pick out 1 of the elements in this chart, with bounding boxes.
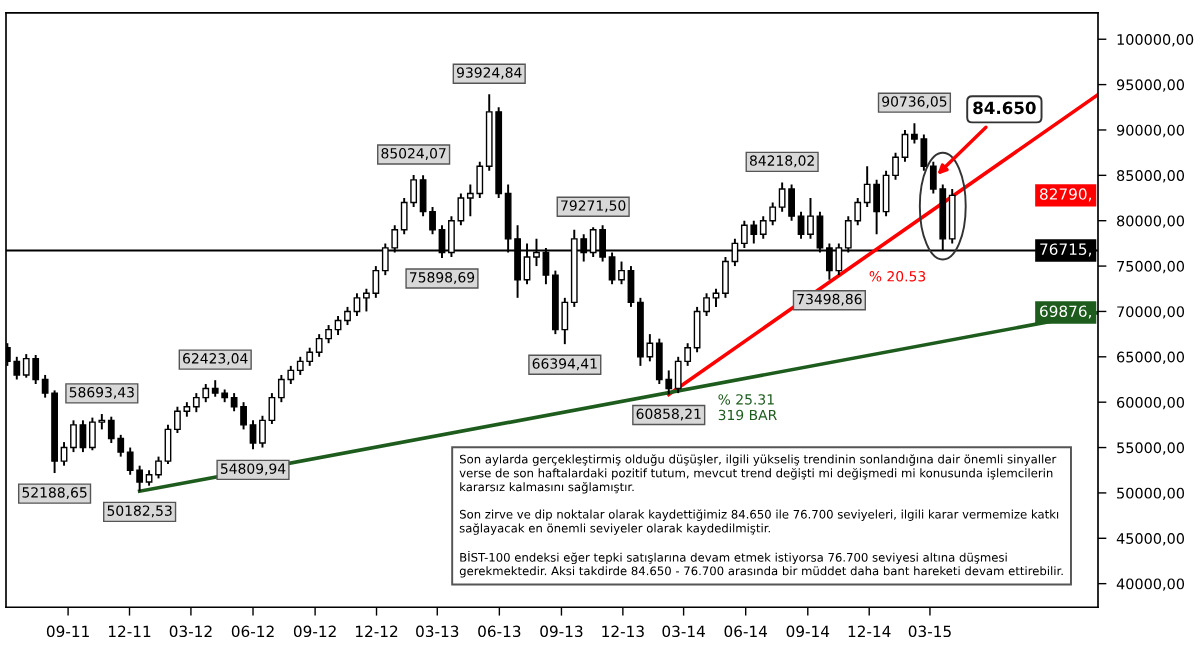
annotation: 84.650 bbox=[973, 101, 1036, 115]
